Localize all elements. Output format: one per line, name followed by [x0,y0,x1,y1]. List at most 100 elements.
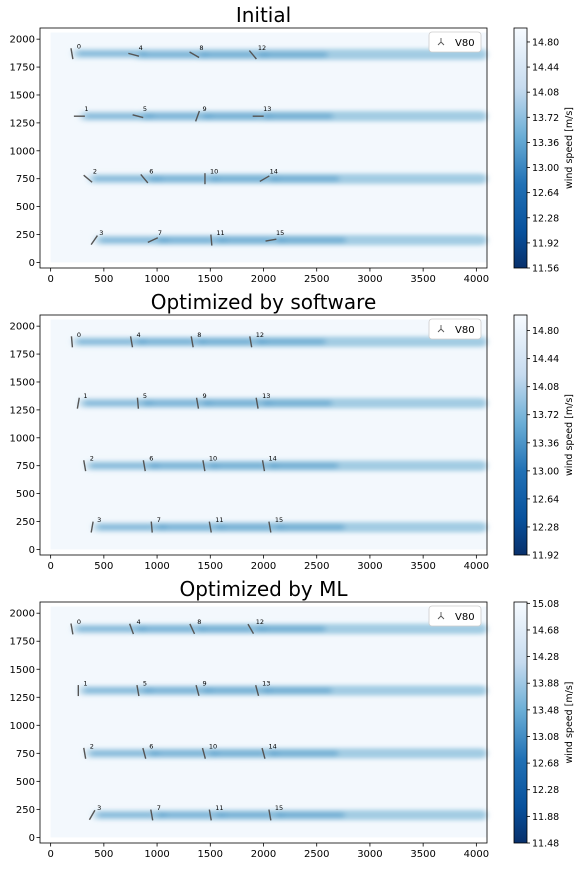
turbine-14 [261,747,266,759]
x-tick-label: 3000 [357,274,382,285]
turbine-label-14: 14 [269,455,277,463]
x-tick-label: 1500 [198,274,223,285]
turbine-10 [202,460,206,472]
turbine-label-13: 13 [262,680,270,688]
turbine-label-9: 9 [203,392,207,400]
turbine-0 [70,623,74,635]
y-tick-label: 0 [29,833,35,844]
turbine-label-4: 4 [137,331,141,339]
wind-turbine-icon [437,325,445,333]
turbine-label-12: 12 [258,44,266,52]
colorbar-tick-label: 11.48 [532,839,559,850]
colorbar-tick-label: 12.64 [532,494,559,505]
wake-core-7 [156,811,227,818]
y-tick-label: 1000 [10,721,35,732]
turbine-6 [142,747,147,759]
x-tick-label: 3000 [357,849,382,860]
wake-core-13 [262,687,333,694]
wake-core-12 [255,338,326,345]
x-tick-label: 1000 [144,561,169,572]
wake-core-12 [257,51,328,58]
colorbar-label: wind speed [m/s] [564,107,575,189]
turbine-label-12: 12 [256,618,264,626]
turbine-label-5: 5 [143,680,147,688]
wake-core-15 [274,524,345,531]
legend: V80 [428,31,482,53]
wake-core-9 [202,400,273,407]
turbine-label-13: 13 [263,105,271,113]
turbine-9 [195,685,200,697]
turbine-label-5: 5 [143,392,147,400]
y-tick-label: 0 [29,545,35,556]
colorbar-tick-label: 12.28 [532,213,559,224]
y-tick-label: 1250 [10,118,35,129]
legend-box [428,31,482,53]
turbine-0 [70,336,74,348]
colorbar-tick-label: 13.88 [532,679,559,690]
turbine-label-0: 0 [77,618,81,626]
wake-core-10 [208,750,279,757]
y-tick-label: 1500 [10,665,35,676]
colorbar-tick-label: 13.72 [532,113,559,124]
turbine-14 [261,460,266,472]
colorbar-tick-label: 13.00 [532,163,559,174]
legend: V80 [428,605,482,627]
wake-core-13 [263,113,334,120]
colorbar-tick-label: 11.92 [532,551,559,562]
colorbar-tick-label: 12.68 [532,759,559,770]
turbine-3 [88,809,96,821]
turbine-6 [140,174,149,184]
wake-core-0 [76,50,147,57]
turbine-5 [132,114,144,119]
turbine-label-2: 2 [90,455,94,463]
turbine-10 [201,747,206,759]
turbine-5 [136,685,140,697]
turbine-12 [249,336,253,348]
legend-label: V80 [455,325,475,336]
x-tick-label: 2500 [304,561,329,572]
legend-label: V80 [455,612,475,623]
x-tick-label: 2000 [251,561,276,572]
turbine-3 [90,235,99,245]
wake-layer [71,48,488,246]
chart-title: Initial [236,3,291,27]
colorbar-tick-label: 12.28 [532,522,559,533]
y-tick-label: 250 [16,805,35,816]
wake-core-7 [156,524,227,531]
chart-panel-1: Optimized by software0123456789101112131… [10,290,575,572]
wake-layer [71,623,488,820]
wake-core-15 [274,811,345,818]
y-tick-label: 2000 [10,322,35,333]
colorbar-tick-label: 13.08 [532,732,559,743]
colorbar: 11.56 11.92 12.28 12.64 13.00 13.36 13.72 14.08… [513,27,575,275]
wake-core-0 [76,338,147,345]
turbine-2 [83,747,87,759]
colorbar-tick-label: 15.08 [532,599,559,610]
turbine-label-0: 0 [77,43,81,51]
turbine-1 [76,397,80,409]
wake-core-11 [215,524,286,531]
wake-core-15 [275,237,346,244]
colorbar-tick-label: 14.80 [532,326,559,337]
x-tick-label: 2500 [304,849,329,860]
wake-core-3 [99,237,170,244]
legend-label: V80 [455,38,475,49]
turbine-2 [83,460,87,472]
turbine-15 [268,521,272,533]
wake-core-6 [149,175,220,182]
turbine-label-14: 14 [269,742,277,750]
colorbar-label: wind speed [m/s] [564,681,575,763]
colorbar-tick-label: 13.00 [532,466,559,477]
wake-core-3 [97,811,168,818]
turbine-label-10: 10 [209,742,217,750]
colorbar: 11.92 12.28 12.64 13.00 13.36 13.72 14.08 14.44… [513,314,575,562]
colorbar-tick-label: 14.08 [532,88,559,99]
turbine-label-10: 10 [210,168,218,176]
legend-box [428,605,482,627]
turbine-13 [255,397,259,409]
colorbar-tick-label: 13.36 [532,438,559,449]
y-tick-label: 750 [16,749,35,760]
